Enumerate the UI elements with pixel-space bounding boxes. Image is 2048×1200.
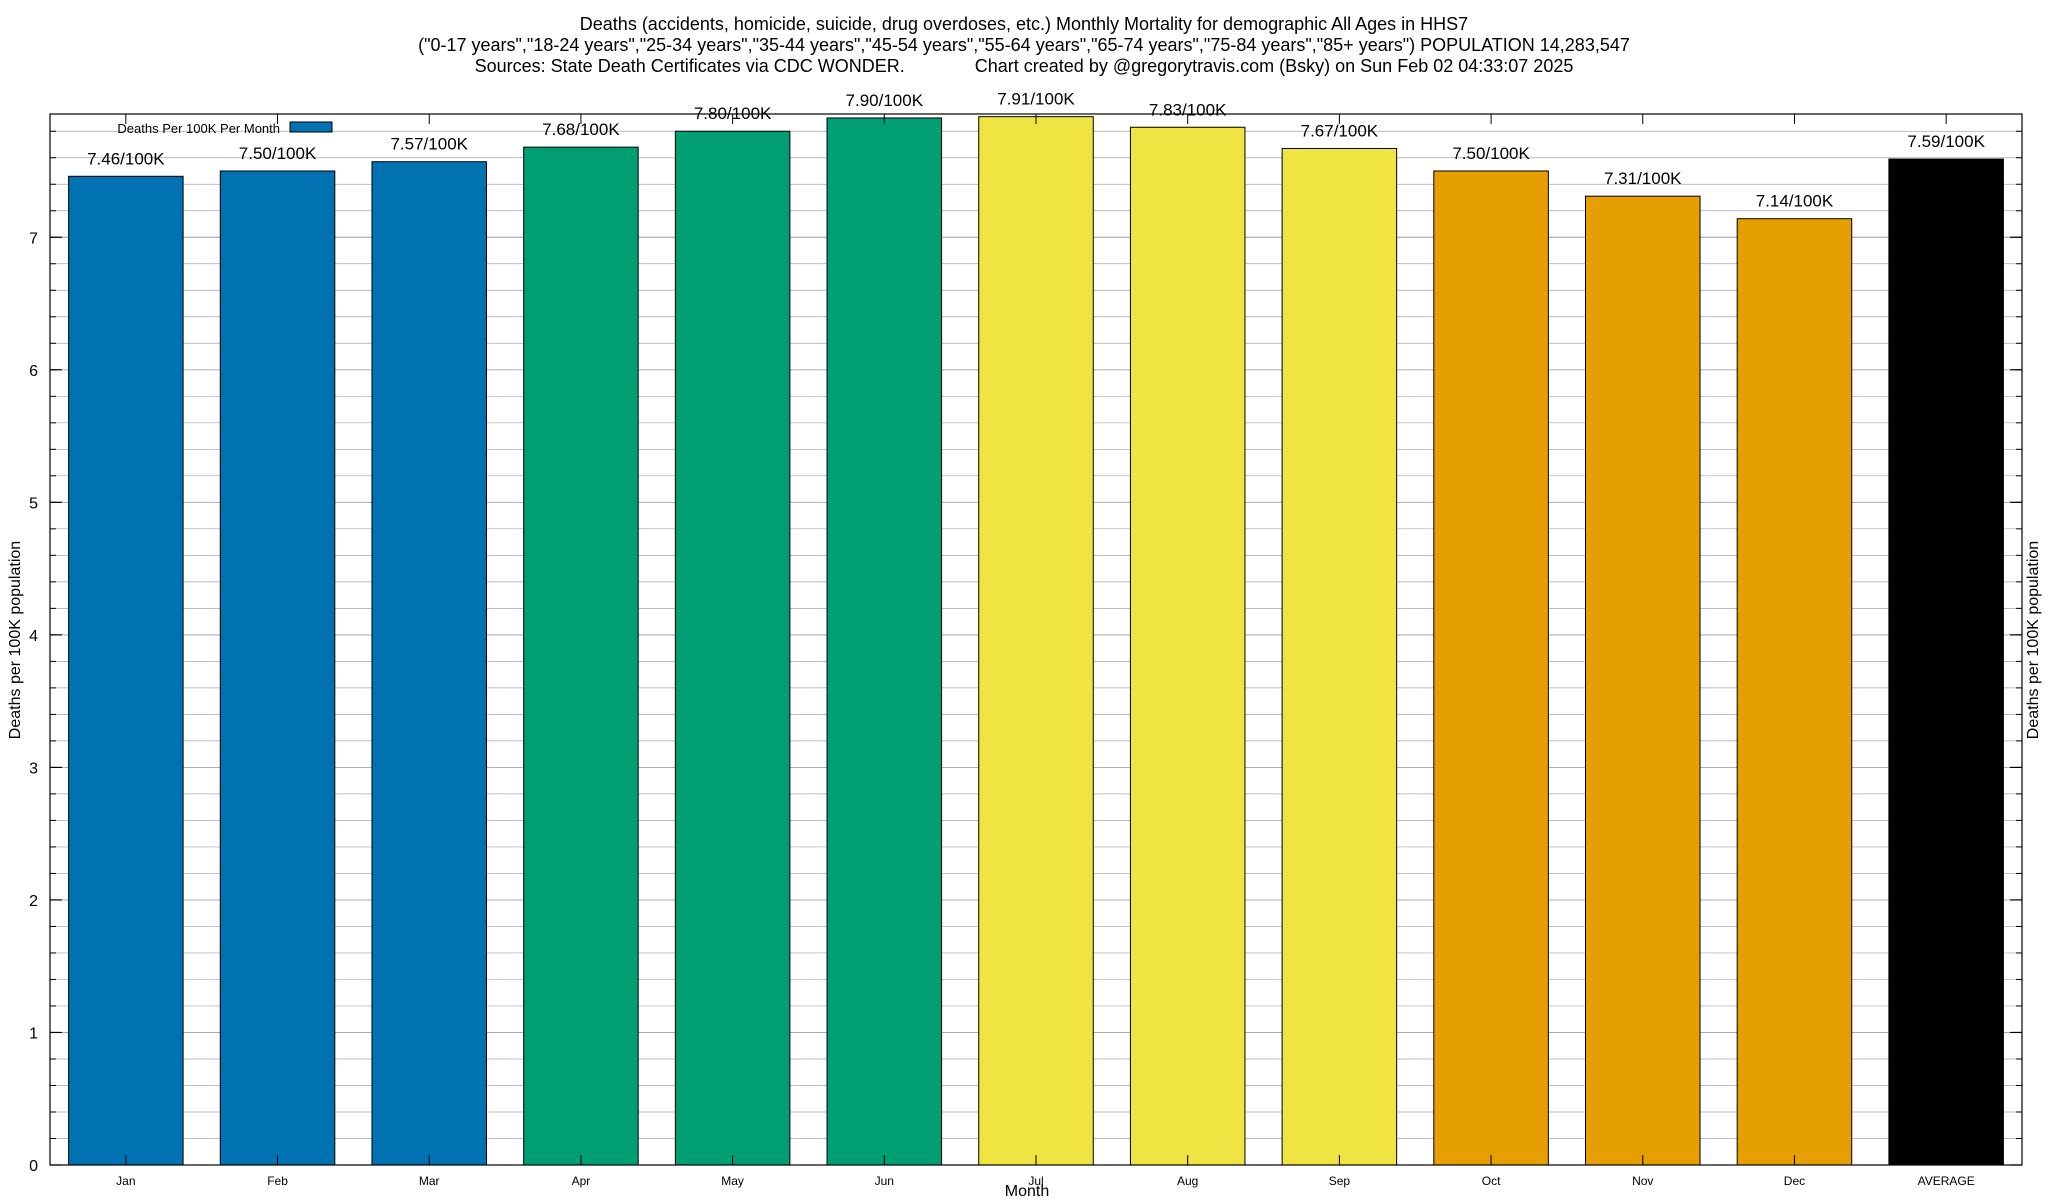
y-tick-label: 1 [29, 1025, 38, 1042]
data-label-mar: 7.57/100K [390, 135, 468, 154]
x-tick-label-aug: Aug [1177, 1174, 1198, 1188]
y-tick-label: 6 [29, 363, 38, 380]
legend: Deaths Per 100K Per Month [117, 121, 333, 136]
bars [68, 116, 2004, 1166]
x-axis-title: Month [1005, 1183, 1049, 1200]
legend-label: Deaths Per 100K Per Month [117, 121, 280, 136]
data-label-jan: 7.46/100K [87, 149, 165, 168]
data-label-oct: 7.50/100K [1452, 144, 1530, 163]
data-label-jul: 7.91/100K [997, 90, 1075, 109]
data-label-dec: 7.14/100K [1756, 192, 1834, 211]
x-tick-label-feb: Feb [267, 1174, 288, 1188]
bar-dec [1736, 218, 1853, 1166]
x-tick-label-sep: Sep [1329, 1174, 1351, 1188]
x-tick-label-jan: Jan [116, 1174, 135, 1188]
data-labels: 7.46/100K 7.50/100K 7.57/100K7.68/100K7.80… [87, 90, 1985, 211]
chart-title-line-2: ("0-17 years","18-24 years","25-34 years… [418, 35, 1630, 55]
bar-feb [219, 170, 336, 1166]
bar-may [674, 130, 791, 1166]
bar-nov [1585, 195, 1701, 1166]
y-tick-label: 3 [29, 760, 38, 777]
data-label-average: 7.59/100K [1907, 132, 1985, 151]
bar-jul [978, 116, 1094, 1166]
x-tick-label-jun: Jun [875, 1174, 894, 1188]
x-tick-label-oct: Oct [1482, 1174, 1501, 1188]
y-tick-label: 4 [29, 628, 38, 645]
data-label-apr: 7.68/100K [542, 120, 620, 139]
x-tick-label-dec: Dec [1784, 1174, 1805, 1188]
x-tick-label-average: AVERAGE [1918, 1174, 1975, 1188]
x-tick-label-jul: Jul [1028, 1174, 1043, 1188]
bar-aug [1129, 126, 1246, 1166]
chart-title-line-1: Deaths (accidents, homicide, suicide, dr… [580, 14, 1468, 34]
data-label-jun: 7.90/100K [846, 91, 924, 110]
y-tick-label: 7 [29, 230, 38, 247]
chart-title-line-3: Sources: State Death Certificates via CD… [475, 56, 1574, 76]
x-tick-label-apr: Apr [572, 1174, 591, 1188]
y-axis-title-left: Deaths per 100K population [7, 541, 24, 739]
bar-oct [1433, 170, 1549, 1166]
legend-swatch [289, 121, 333, 133]
data-label-sep: 7.67/100K [1301, 121, 1379, 140]
x-tick-label-mar: Mar [419, 1174, 440, 1188]
y-axis-title-right: Deaths per 100K population [2025, 541, 2042, 739]
bar-average [1888, 158, 2004, 1166]
plot-frame [49, 113, 2023, 1166]
y-tick-label: 2 [29, 893, 38, 910]
x-tick-label-nov: Nov [1632, 1174, 1653, 1188]
data-label-feb: 7.50/100K [239, 144, 317, 163]
y-tick-label: 5 [29, 495, 38, 512]
y-tick-label: 0 [29, 1158, 38, 1175]
data-label-nov: 7.31/100K [1604, 169, 1682, 188]
axes: 0 1 2 3 4 5 6 7 Jan Feb Mar Apr May Jun Jul Aug Sep Oct No… [29, 114, 2022, 1188]
bar-jan [68, 175, 184, 1166]
x-tick-label-may: May [721, 1174, 744, 1188]
bar-sep [1281, 147, 1398, 1166]
bar-mar [371, 161, 487, 1166]
bar-jun [826, 117, 943, 1166]
bar-apr [523, 146, 639, 1166]
